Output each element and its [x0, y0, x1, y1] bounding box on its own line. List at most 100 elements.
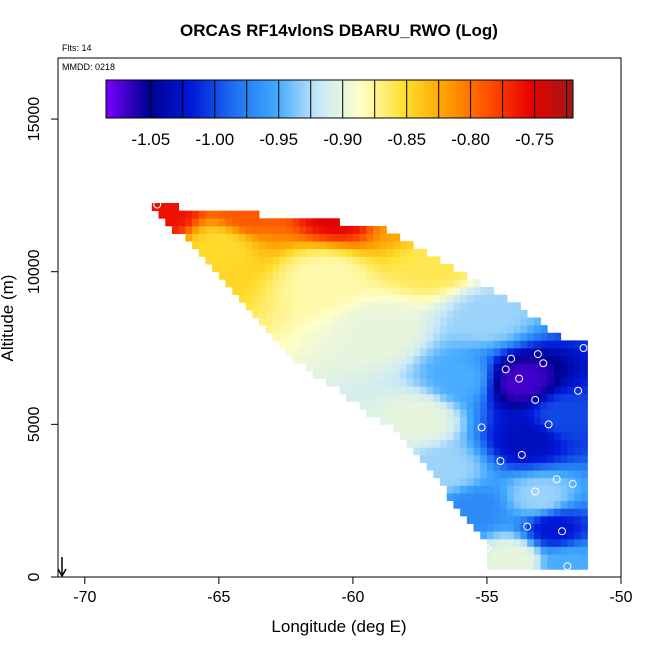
heatmap-cell — [399, 264, 407, 273]
heatmap-cell — [406, 431, 414, 441]
heatmap-cell — [305, 355, 314, 364]
observation-point — [501, 365, 510, 374]
heatmap-cell — [346, 332, 354, 341]
heatmap-cell — [560, 462, 568, 471]
heatmap-cell — [151, 203, 159, 212]
heatmap-cell — [379, 401, 387, 410]
observation-point — [303, 205, 312, 214]
heatmap-cell — [292, 286, 300, 295]
heatmap-cell — [500, 355, 508, 364]
heatmap-cell — [393, 348, 401, 357]
heatmap-cell — [520, 500, 528, 509]
heatmap-cell — [185, 210, 193, 219]
heatmap-cell — [433, 340, 441, 349]
heatmap-cell — [500, 546, 508, 555]
colorbar-segment — [257, 80, 263, 118]
heatmap-cell — [513, 401, 521, 410]
heatmap-cell — [232, 286, 240, 295]
heatmap-cell — [486, 363, 495, 372]
heatmap-cell — [352, 286, 360, 295]
heatmap-cell — [533, 454, 541, 463]
heatmap-cell — [366, 370, 374, 379]
heatmap-cell — [252, 218, 260, 227]
heatmap-cell — [265, 317, 273, 326]
heatmap-cell — [567, 424, 575, 433]
heatmap-cell — [446, 271, 454, 280]
heatmap-cell — [265, 279, 273, 288]
heatmap-cell — [560, 439, 568, 448]
colorbar-segment — [514, 80, 519, 118]
heatmap-cell — [312, 271, 320, 280]
heatmap-cell — [419, 317, 428, 326]
heatmap-cell — [493, 424, 501, 433]
heatmap-cell — [379, 248, 387, 257]
heatmap-cell — [574, 538, 582, 547]
heatmap-cell — [312, 241, 320, 250]
heatmap-cell — [238, 241, 247, 250]
heatmap-cell — [386, 279, 394, 288]
colorbar-tick-label: -1.00 — [195, 130, 234, 149]
heatmap-cell — [285, 317, 293, 326]
heatmap-cell — [218, 248, 226, 257]
heatmap-cell — [520, 355, 528, 364]
heatmap-cell — [205, 210, 213, 219]
heatmap-cell — [507, 424, 515, 433]
heatmap-cell — [265, 309, 273, 318]
heatmap-cell — [547, 508, 555, 517]
heatmap-cell — [352, 279, 360, 288]
heatmap-cell — [500, 470, 508, 479]
heatmap-cell — [440, 332, 448, 341]
heatmap-cell — [399, 340, 407, 349]
heatmap-cell — [346, 393, 354, 402]
heatmap-cell — [446, 355, 454, 364]
heatmap-cell — [406, 325, 414, 334]
heatmap-cell — [580, 439, 588, 448]
heatmap-cell — [299, 348, 307, 357]
heatmap-cell — [359, 248, 367, 257]
colorbar-segment — [288, 80, 294, 118]
heatmap-cell — [547, 500, 555, 509]
heatmap-cell — [533, 424, 541, 433]
colorbar-segment — [106, 80, 111, 118]
heatmap-cell — [373, 370, 381, 379]
heatmap-cell — [507, 470, 515, 479]
heatmap-cell — [493, 485, 501, 494]
heatmap-cell — [339, 302, 347, 311]
heatmap-cell — [540, 477, 548, 486]
heatmap-cell — [500, 325, 508, 334]
heatmap-cell — [486, 401, 495, 410]
heatmap-cell — [225, 225, 233, 234]
heatmap-cell — [346, 309, 354, 318]
heatmap-cell — [406, 294, 414, 303]
observation-point — [523, 522, 532, 531]
heatmap-cell — [480, 454, 488, 463]
heatmap-cell — [520, 332, 528, 341]
heatmap-cell — [446, 470, 454, 479]
heatmap-cell — [500, 508, 508, 517]
heatmap-cell — [574, 386, 582, 395]
heatmap-cell — [285, 286, 293, 295]
heatmap-cell — [346, 279, 354, 288]
colorbar-segment — [207, 80, 212, 118]
heatmap-cell — [332, 309, 340, 318]
heatmap-cell — [486, 477, 495, 486]
heatmap-cell — [446, 393, 454, 402]
heatmap-cell — [547, 401, 555, 410]
heatmap-cell — [279, 225, 287, 234]
heatmap-cell — [567, 393, 575, 402]
heatmap-cell — [486, 470, 495, 479]
heatmap-cell — [413, 248, 421, 257]
colorbar-segment — [506, 80, 512, 118]
heatmap-cell — [393, 325, 401, 334]
heatmap-cell — [460, 401, 468, 410]
heatmap-cell — [453, 416, 461, 425]
heatmap-cell — [493, 554, 501, 563]
heatmap-cell — [466, 439, 474, 448]
heatmap-cell — [580, 447, 588, 456]
heatmap-cell — [480, 424, 488, 433]
heatmap-cell — [460, 393, 468, 402]
heatmap-cell — [553, 363, 562, 372]
heatmap-cell — [580, 409, 588, 418]
heatmap-cell — [346, 264, 354, 273]
heatmap-cell — [553, 409, 562, 418]
